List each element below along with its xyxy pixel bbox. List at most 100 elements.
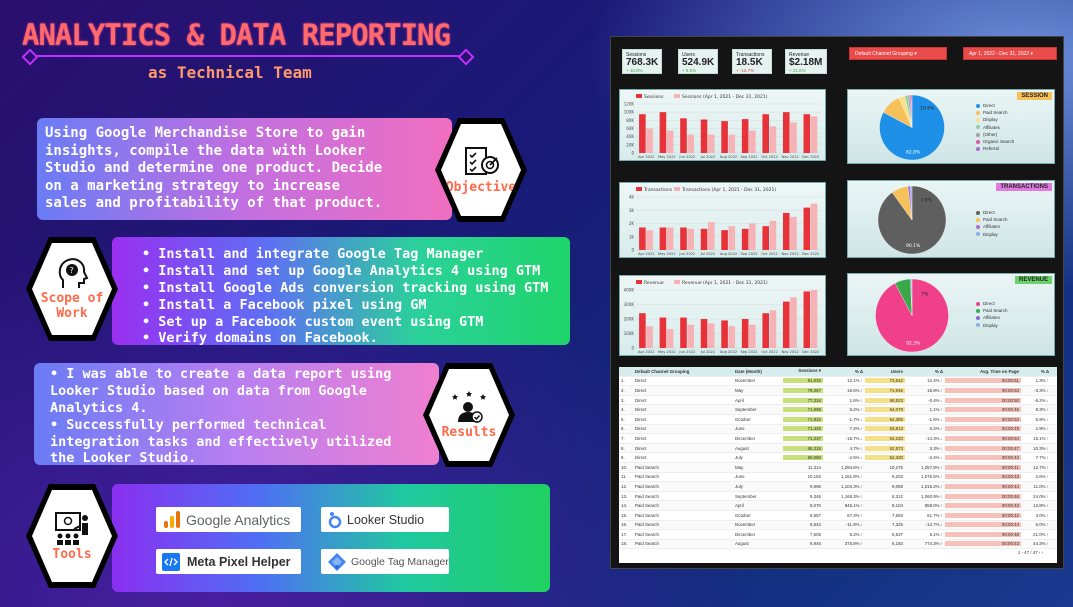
revenue-pie-panel: REVENUE 7% 92.3% Direct Paid Search Affilia…	[847, 273, 1055, 356]
bar	[769, 310, 777, 348]
table-cell: Paid Search	[635, 474, 659, 480]
x-tick-label: Oct 2022	[761, 252, 778, 256]
x-tick-label: Sep 2022	[741, 252, 758, 256]
table-cell: Paid Search	[635, 493, 659, 499]
table-cell: 12.7% ↑	[1033, 464, 1049, 470]
objective-label: Objective	[445, 179, 517, 195]
slice-label: 10.6%	[920, 106, 935, 112]
date-range-label: Apr 1, 2022 - Dec 31, 2022	[969, 51, 1030, 57]
column-header: Date (Month)	[735, 368, 762, 374]
table-body: 1. Direct November 81,033 12.1% ↑ 73,542 12.4%…	[619, 377, 1057, 550]
table-cell: 81,033	[783, 378, 823, 384]
target-checklist-icon	[465, 146, 499, 175]
bar	[762, 313, 769, 348]
table-cell: 1,015.2% ↑	[921, 483, 943, 489]
pie-canvas: 7% 92.3%	[875, 278, 949, 353]
legend-item: Affiliates	[976, 124, 1014, 131]
table-cell: 16.	[621, 522, 628, 528]
kpi-label: Sessions	[626, 52, 647, 58]
table-cell: 10.	[621, 464, 628, 470]
table-cell: Direct	[635, 435, 647, 441]
y-tick-label: 3K	[629, 208, 635, 213]
kpi-delta: + 21.6%	[789, 68, 806, 73]
kpi-revenue: Revenue $2.18M + 21.6%	[785, 49, 827, 74]
table-cell: 00:00:54	[945, 435, 1021, 441]
bar	[782, 301, 790, 348]
legend-label: Sessions	[644, 94, 664, 100]
channel-filter-dropdown[interactable]: Default Channel Grouping ▾	[849, 47, 947, 60]
table-cell: 00:00:44	[945, 522, 1021, 528]
table-cell: 61.7% ↑	[927, 512, 943, 518]
pie-tag: TRANSACTIONS	[996, 183, 1052, 191]
table-cell: 6,537	[892, 531, 903, 537]
bar	[680, 118, 687, 153]
pie-legend: Direct Paid Search Display Affiliates (Other…	[976, 102, 1014, 152]
tool-google-analytics: Google Analytics	[156, 507, 301, 532]
bar	[803, 114, 811, 153]
table-cell: 8,312	[892, 493, 903, 499]
x-tick-label: Dec 2022	[802, 155, 819, 159]
scope-item: Install a Facebook pixel using GM	[142, 297, 560, 314]
legend-dot	[976, 147, 980, 152]
legend-dot	[976, 125, 980, 130]
table-cell: -0.4% ↓	[928, 397, 943, 403]
table-cell: -14.3% ↓	[925, 435, 943, 441]
table-cell: 8.	[621, 445, 625, 451]
table-cell: 24.0% ↑	[1033, 493, 1049, 499]
page-subtitle: as Technical Team	[148, 63, 312, 82]
legend-swatch	[636, 187, 642, 191]
bar	[680, 317, 687, 348]
table-cell: Paid Search	[635, 483, 659, 489]
bar	[687, 324, 694, 348]
table-cell: 6,945	[810, 541, 821, 547]
tools-hex: Tools	[26, 484, 118, 588]
table-cell: December	[735, 435, 756, 441]
table-cell: 12.4% ↑	[927, 378, 943, 384]
bar	[700, 228, 708, 250]
table-cell: 00:00:53	[945, 387, 1021, 393]
results-hex: Results	[423, 363, 515, 467]
table-cell: 1.6% ↑	[849, 397, 863, 403]
legend-dot	[976, 232, 980, 237]
y-tick-label: 0	[631, 346, 634, 351]
legend-label: Referral	[983, 146, 1000, 152]
bar	[639, 114, 646, 153]
legend-dot	[976, 309, 980, 314]
table-cell: 1,076.5% ↑	[921, 474, 943, 480]
legend-label: Paid Search	[983, 217, 1008, 223]
table-row: 1. Direct November 81,033 12.1% ↑ 73,542 12.4%…	[619, 377, 1057, 387]
table-cell: August	[735, 541, 749, 547]
y-tick-label: 1K	[629, 234, 635, 239]
table-cell: 6.0% ↑	[1035, 522, 1049, 528]
table-cell: July	[735, 455, 743, 461]
y-tick-label: 200K	[624, 317, 635, 322]
table-cell: -14.7% ↓	[925, 522, 943, 528]
table-cell: April	[735, 397, 744, 403]
x-tick-label: Apr 2022	[638, 155, 655, 159]
bar	[687, 134, 694, 153]
column-header[interactable]: Sessions ▾	[798, 368, 821, 374]
legend-label: Organic Search	[983, 139, 1015, 145]
legend-dot	[976, 103, 980, 108]
table-cell: 7.	[621, 435, 625, 441]
pagination[interactable]: 1 - 47 / 47 ‹ ›	[1017, 550, 1043, 556]
table-cell: Paid Search	[635, 503, 659, 509]
date-range-picker[interactable]: Apr 1, 2022 - Dec 31, 2022 ▾	[963, 47, 1057, 60]
table-cell: 00:00:49	[945, 426, 1021, 432]
x-tick-label: Dec 2022	[802, 350, 819, 354]
table-cell: 6.9% ↑	[1035, 416, 1049, 422]
table-cell: 9,089	[892, 483, 903, 489]
table-cell: 9,346	[810, 493, 821, 499]
y-tick-label: 100K	[624, 110, 635, 115]
tool-google-tag-manager: Google Tag Manager	[321, 549, 449, 574]
x-tick-label: Jun 2022	[678, 155, 695, 159]
table-cell: November	[735, 522, 756, 528]
tools-label: Tools	[52, 546, 92, 562]
table-cell: 71,946	[865, 387, 905, 393]
bar	[646, 128, 653, 153]
bar	[803, 291, 811, 348]
table-cell: 17.	[621, 531, 628, 537]
google-tag-manager-icon	[328, 552, 346, 571]
table-cell: 11.	[621, 474, 627, 480]
table-cell: 71,425	[783, 426, 823, 432]
